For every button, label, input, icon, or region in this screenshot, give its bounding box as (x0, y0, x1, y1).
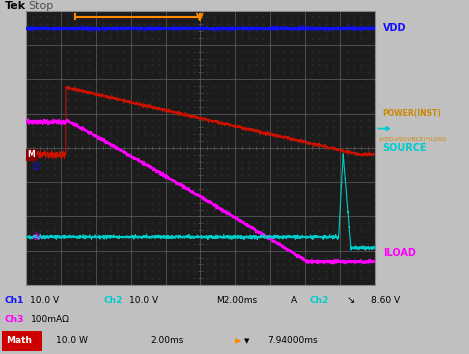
Text: 7.94000ms: 7.94000ms (267, 336, 318, 346)
Text: ①: ① (31, 162, 40, 172)
Text: Ch2: Ch2 (310, 296, 329, 305)
Text: Ch3: Ch3 (5, 315, 24, 324)
Text: Math: Math (6, 336, 32, 346)
Text: SOURCE: SOURCE (383, 143, 427, 153)
Text: A: A (291, 296, 297, 305)
Text: 10.0 V: 10.0 V (30, 296, 60, 305)
Text: ILOAD: ILOAD (383, 249, 416, 258)
Text: ↘: ↘ (347, 295, 355, 305)
Text: ③: ③ (31, 232, 40, 242)
Text: Ch1: Ch1 (5, 296, 24, 305)
Text: ▶: ▶ (234, 336, 241, 346)
Text: Stop: Stop (28, 1, 53, 11)
Text: VDD: VDD (383, 23, 406, 33)
Text: 2.00ms: 2.00ms (150, 336, 183, 346)
Text: 10.0 V: 10.0 V (129, 296, 158, 305)
Text: (VDD-VSOURCE)*ILOAD: (VDD-VSOURCE)*ILOAD (378, 137, 446, 142)
Text: 10.0 W: 10.0 W (56, 336, 88, 346)
Text: ▼: ▼ (244, 338, 249, 344)
Text: POWER(INST): POWER(INST) (383, 109, 442, 118)
Text: Tek: Tek (5, 1, 26, 11)
Text: 8.60 V: 8.60 V (371, 296, 400, 305)
Text: 100mAΩ: 100mAΩ (30, 315, 69, 324)
Text: M: M (28, 150, 35, 159)
FancyBboxPatch shape (2, 331, 42, 350)
Text: M2.00ms: M2.00ms (216, 296, 257, 305)
Text: Ch2: Ch2 (103, 296, 122, 305)
